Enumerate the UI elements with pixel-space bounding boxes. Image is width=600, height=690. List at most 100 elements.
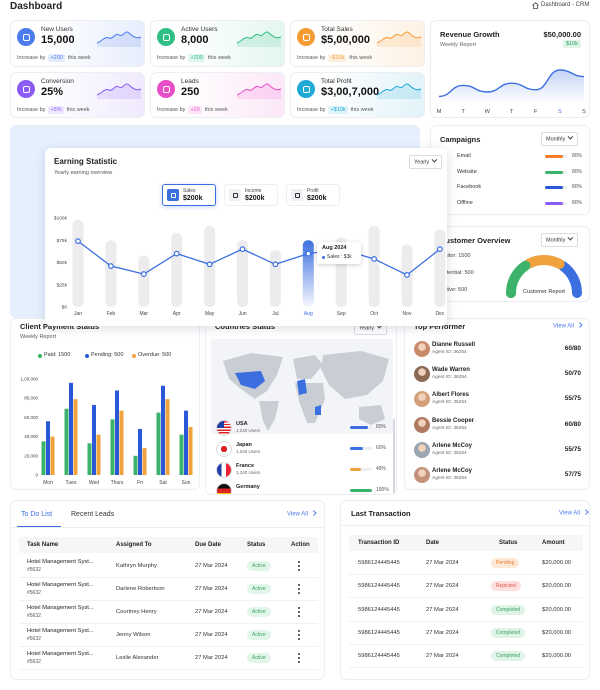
point [404,272,410,278]
card-title: Client Payment Status [20,322,100,331]
action-menu[interactable] [297,630,301,640]
bar [184,410,188,475]
map-region [259,401,279,431]
stat-change: +200 [188,54,205,62]
dropdown-label: Monthly [546,237,566,244]
gauge-arc [506,255,582,298]
row-divider [19,623,318,624]
point [272,261,279,268]
tooltip-text: Sales : $3k [327,254,352,260]
dot [298,638,300,640]
earning-tab[interactable]: Sales $200k [162,184,216,206]
bar [138,428,142,475]
map-region [315,405,321,415]
x-tick-label: Nov [403,311,412,317]
stat-footer: Increase by +$10k this week [297,106,374,114]
dropdown[interactable]: Monthly [541,233,578,247]
icon-glyph [22,85,30,93]
task-name: Hotel Management Syst... [27,628,94,634]
stat-change: +5% [48,106,64,114]
scrollbar [393,419,395,494]
tab-value: $200k [307,195,327,202]
stat-card: Total Sales $5,00,000 Increase by -$10k this… [290,20,425,67]
column-header: Due Date [195,542,222,548]
task-code: #5632 [27,613,41,619]
column-header: Action [291,542,310,548]
x-tick-label: May [205,311,215,317]
dot [298,584,300,586]
sparkline [236,31,282,47]
sparkline-area [97,83,141,99]
revenue-amount: $50,000.00 [543,30,581,39]
action-menu[interactable] [297,561,301,571]
breadcrumb[interactable]: Dashboard - CRM [541,2,590,8]
sparkline [96,31,142,47]
transaction-amount: $20,000.00 [542,629,572,636]
earning-tab[interactable]: Income $200k [224,184,278,206]
sparkline-area [97,31,141,47]
payments-card: Client Payment Status Weekly Report Paid: … [10,318,200,490]
point [371,256,378,262]
stat-suffix: this week [349,55,373,61]
stat-prefix: Increase by [17,107,46,113]
sparkline-line [96,83,142,96]
link-text: View All [287,511,308,518]
progress-bar [350,468,361,471]
x-tick-label: S [582,109,586,115]
x-tick-label: Mon [43,480,53,486]
due-date: 27 Mar 2024 [195,632,228,638]
transaction-id: 5986124445445 [358,653,400,660]
column-header: Status [247,542,266,548]
country-users: 1,240 Users [236,428,261,433]
performer-id: Agent ID: 36254 [432,400,467,406]
dropdown[interactable]: Monthly [541,132,578,146]
view-all-link[interactable]: View All [287,510,317,518]
bar [41,441,46,475]
performer-id: Agent ID: 36254 [432,476,467,481]
map-region [321,351,389,399]
action-menu[interactable] [297,653,301,663]
tab[interactable]: To Do List [21,511,53,518]
dot [298,634,300,636]
tab-value: $200k [245,195,265,202]
home-icon [532,2,539,9]
dropdown[interactable]: Yearly [409,155,442,169]
country-name: Japan [236,442,252,448]
icon-glyph [162,33,170,41]
sparkline-area [237,83,281,99]
gauge-label: Customer Report [523,289,565,295]
row-divider [349,643,583,645]
bar [161,385,165,475]
view-all-link[interactable]: View All [559,509,589,517]
tab[interactable]: Recent Leads [71,511,115,518]
y-tick-label: $75k [57,238,68,244]
action-menu[interactable] [297,584,301,594]
bar [269,250,281,307]
task-code: #5632 [27,590,41,596]
sparkline [376,31,422,47]
x-tick-label: W [485,109,491,115]
icon-glyph [302,85,310,93]
bar [87,443,92,475]
action-menu[interactable] [297,607,301,617]
view-all-link[interactable]: View All [553,322,583,330]
campaign-value: 80% [572,200,583,207]
payments-chart: 0 20,000 40,000 60,000 80,000 1,00,000 Mon Tues… [20,377,193,486]
stat-label: Total Sales [321,26,353,33]
stat-prefix: Increase by [297,107,326,113]
progress-track [350,468,372,471]
campaign-value: 80% [572,168,583,175]
column-header: Amount [542,540,565,546]
stat-value: $5,00,000 [321,34,370,46]
customer-stat: Visitor: 1500 [440,253,471,259]
column-header: Date [426,540,440,546]
bar [73,399,78,475]
earning-tab[interactable]: Profit $200k [286,184,340,206]
bar [69,382,73,475]
stat-footer: Increase by -$10k this week [297,54,372,62]
country-value: 60% [376,445,387,451]
stat-label: New Users [41,26,73,33]
table-header [349,535,583,551]
stat-card: Conversion 25% Increase by +5% this week [10,72,145,118]
